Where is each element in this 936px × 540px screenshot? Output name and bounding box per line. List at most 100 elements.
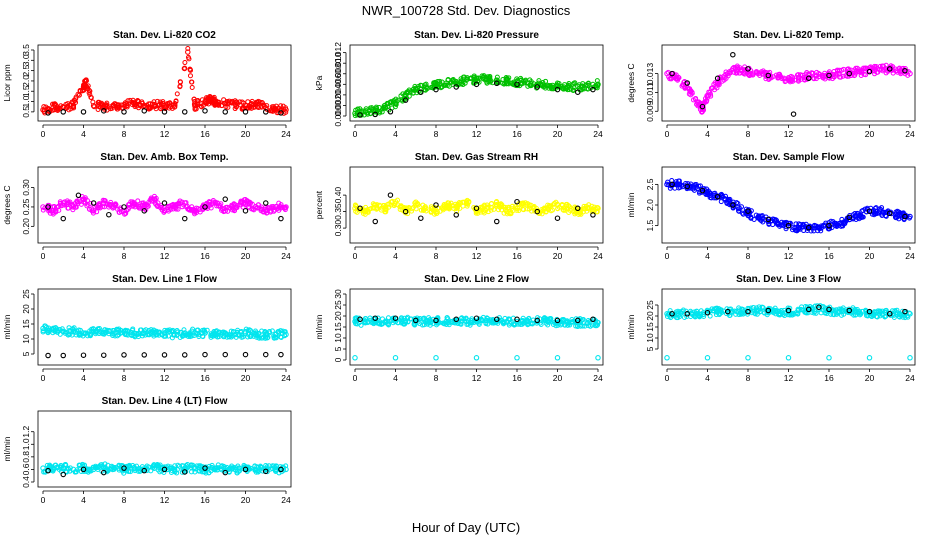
data-point [148, 105, 154, 111]
data-point [392, 315, 399, 321]
y-tick-label: 0.002 [333, 95, 343, 117]
data-point [590, 81, 596, 87]
data-point [471, 320, 477, 326]
data-point [816, 224, 822, 231]
data-point [399, 320, 405, 326]
data-point [871, 310, 877, 316]
y-tick-label: 3.5 [21, 44, 31, 56]
data-point [697, 183, 703, 189]
data-point [278, 215, 284, 222]
data-point [352, 110, 358, 117]
data-point [161, 102, 168, 109]
data-point [242, 466, 249, 473]
data-point [813, 310, 819, 316]
data-point [114, 333, 120, 339]
data-point [785, 75, 792, 82]
data-point [53, 207, 59, 213]
data-point [883, 70, 889, 76]
x-tick-label: 20 [553, 251, 563, 261]
data-point [514, 81, 520, 88]
data-point [268, 205, 274, 211]
data-point [45, 110, 51, 116]
data-point [246, 327, 252, 333]
data-point [280, 328, 286, 334]
data-point [248, 200, 254, 206]
data-point [724, 70, 731, 77]
data-point [514, 205, 520, 212]
data-point [177, 334, 183, 340]
data-point [514, 78, 520, 85]
data-point [357, 316, 363, 323]
data-point [76, 327, 82, 333]
data-point [60, 471, 66, 478]
data-point [182, 60, 188, 66]
data-point [207, 94, 213, 100]
plot-frame [349, 288, 604, 366]
data-point [534, 317, 540, 324]
data-point [185, 54, 191, 60]
data-point [76, 462, 82, 468]
y-tick-label: 0.009 [645, 100, 655, 122]
data-point [367, 317, 373, 323]
data-point [725, 73, 731, 79]
data-point [902, 213, 908, 220]
data-point [433, 208, 439, 215]
data-point [151, 99, 157, 105]
data-point [283, 107, 289, 113]
data-point [73, 96, 79, 102]
plot-frame [37, 410, 292, 488]
data-point [687, 184, 693, 190]
data-point [751, 217, 757, 223]
data-point [132, 333, 138, 339]
data-point [81, 82, 87, 88]
x-tick-label: 20 [553, 373, 563, 383]
data-point [171, 331, 178, 338]
x-tick-label: 24 [905, 251, 915, 261]
data-point [362, 318, 368, 325]
points-layer [352, 314, 601, 361]
data-point [795, 74, 802, 81]
data-point [866, 308, 873, 315]
data-point [271, 208, 277, 214]
data-point [907, 213, 913, 220]
data-point [493, 199, 499, 205]
y-axis-label: degrees C [2, 185, 12, 224]
data-point [485, 204, 491, 210]
y-tick-label: 0.20 [21, 218, 31, 235]
data-point [80, 352, 87, 358]
data-point [718, 199, 724, 205]
data-point [699, 187, 706, 194]
data-point [745, 355, 751, 361]
x-tick-label: 12 [160, 251, 170, 261]
series-2 [45, 351, 284, 359]
data-point [580, 323, 586, 329]
data-point [423, 205, 429, 212]
data-point [504, 78, 510, 84]
data-point [590, 316, 596, 323]
data-point [740, 306, 746, 312]
data-point [262, 466, 269, 472]
data-point [157, 204, 163, 210]
data-point [172, 101, 178, 107]
data-point [252, 466, 259, 473]
data-point [402, 317, 409, 324]
data-point [423, 84, 429, 90]
panel-title: Stan. Dev. Line 1 Flow [112, 274, 217, 285]
data-point [704, 94, 711, 100]
points-layer [40, 46, 289, 116]
x-tick-label: 0 [353, 129, 358, 139]
data-point [554, 83, 561, 90]
data-point [782, 313, 788, 319]
data-point [850, 305, 856, 311]
data-point [192, 102, 198, 109]
x-tick-label: 8 [434, 129, 439, 139]
data-point [719, 78, 725, 84]
panel-1: Stan. Dev. Li-820 CO2 0 4 8 12 16 20 24 0.51.01.… [2, 30, 292, 139]
y-tick-label: 0.008 [333, 63, 343, 85]
data-point [488, 207, 494, 213]
data-point [748, 305, 754, 311]
data-point [242, 200, 249, 206]
x-tick-label: 24 [905, 373, 915, 383]
data-point [730, 202, 736, 208]
data-point [182, 65, 188, 71]
